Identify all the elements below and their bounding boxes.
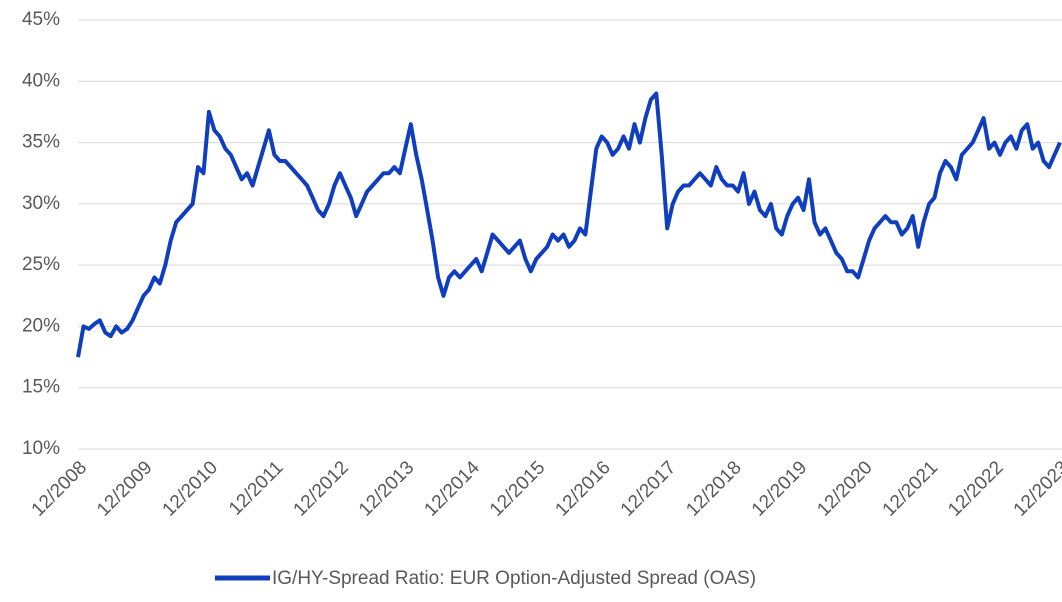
- series-line: [76, 91, 1062, 358]
- x-tick-label: 12/2018: [682, 457, 745, 520]
- y-tick-label: 45%: [22, 9, 60, 30]
- y-tick-label: 30%: [22, 193, 60, 214]
- y-tick-label: 10%: [22, 438, 60, 459]
- x-tick-label: 12/2011: [225, 457, 287, 519]
- x-tick-label: 12/2010: [159, 457, 222, 520]
- x-tick-label: 12/2009: [93, 457, 156, 520]
- x-tick-label: 12/2014: [420, 457, 484, 521]
- x-tick-label: 12/2013: [355, 457, 418, 520]
- x-tick-label: 12/2023: [1010, 457, 1062, 520]
- x-tick-label: 12/2021: [879, 457, 942, 520]
- x-tick-label: 12/2017: [617, 457, 680, 520]
- y-tick-label: 20%: [22, 315, 60, 336]
- y-tick-label: 15%: [22, 377, 60, 398]
- x-tick-label: 12/2020: [813, 457, 876, 520]
- x-tick-label: 12/2019: [748, 457, 811, 520]
- y-tick-label: 25%: [22, 254, 60, 275]
- x-tick-label: 12/2008: [28, 457, 91, 520]
- x-tick-label: 12/2015: [486, 457, 549, 520]
- x-tick-label: 12/2012: [290, 457, 353, 520]
- y-tick-label: 35%: [22, 132, 60, 153]
- legend-label: IG/HY-Spread Ratio: EUR Option-Adjusted …: [272, 568, 756, 589]
- x-tick-label: 12/2022: [944, 457, 1007, 520]
- x-tick-label: 12/2016: [551, 457, 614, 520]
- y-tick-label: 40%: [22, 70, 60, 91]
